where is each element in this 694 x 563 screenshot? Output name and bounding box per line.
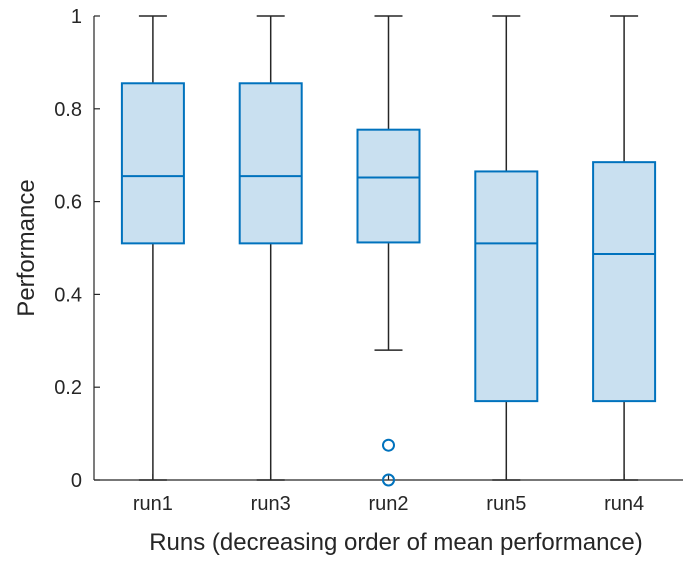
iqr-box: [592, 161, 657, 403]
iqr-box: [120, 82, 185, 245]
x-axis-label: Runs (decreasing order of mean performan…: [149, 529, 643, 556]
iqr-box: [474, 170, 539, 403]
outlier-point: [382, 438, 395, 452]
x-tick-label: run4: [604, 493, 644, 515]
plot-area: 0 0.2 0.4 0.6 0.8 1 run1 run3 run2 run5 run4: [54, 6, 683, 515]
x-tick-label: run1: [133, 493, 173, 515]
y-tick-label: 0.2: [54, 377, 82, 399]
y-axis-label: Performance: [13, 179, 40, 316]
x-tick-label: run5: [486, 493, 526, 515]
y-tick-label: 0.6: [54, 192, 82, 214]
y-tick-label: 1: [71, 6, 82, 28]
iqr-box: [238, 82, 303, 245]
y-tick-label: 0.4: [54, 284, 82, 306]
x-tick-label: run2: [368, 493, 408, 515]
iqr-box: [356, 128, 421, 244]
outlier-point: [382, 473, 395, 487]
y-tick-label: 0.8: [54, 99, 82, 121]
x-tick-label: run3: [251, 493, 291, 515]
y-tick-label: 0: [71, 470, 82, 492]
